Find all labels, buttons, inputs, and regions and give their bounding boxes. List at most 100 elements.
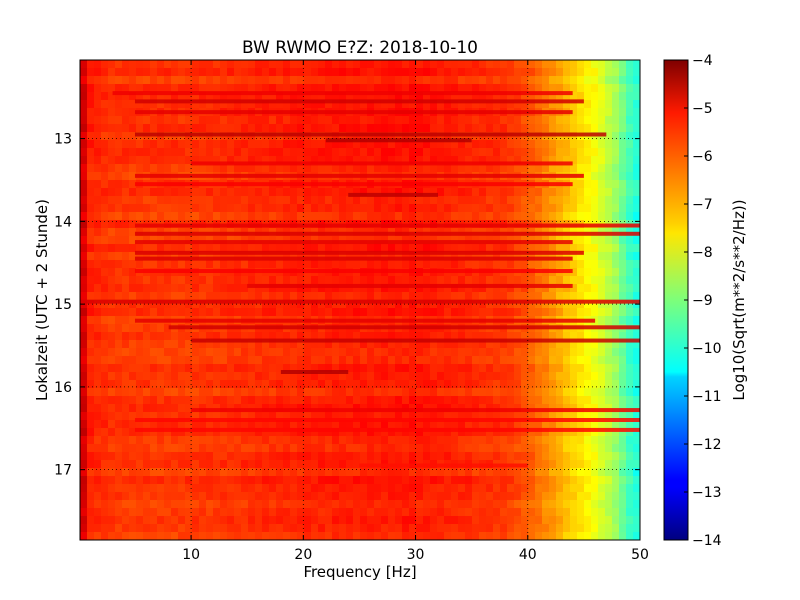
y-tick-label: 14 (54, 214, 72, 230)
heatmap-cell (269, 452, 277, 461)
heatmap-cell (339, 476, 347, 485)
heatmap-cell (136, 76, 144, 85)
heatmap-cell (136, 436, 144, 445)
heatmap-cell (591, 244, 599, 253)
heatmap-cell (332, 164, 340, 173)
heatmap (80, 60, 640, 540)
heatmap-cell (584, 428, 592, 437)
heatmap-cell (94, 420, 102, 429)
heatmap-cell (129, 84, 137, 93)
heatmap-cell (549, 204, 557, 213)
heatmap-cell (619, 476, 627, 485)
heatmap-cell (360, 420, 368, 429)
heatmap-cell (101, 156, 109, 165)
heatmap-cell (598, 420, 606, 429)
heatmap-cell (346, 508, 354, 517)
heatmap-cell (262, 508, 270, 517)
heatmap-cell (416, 60, 424, 69)
heatmap-cell (241, 76, 249, 85)
heatmap-cell (619, 236, 627, 245)
heatmap-cell (339, 244, 347, 253)
heatmap-cell (115, 220, 123, 229)
heatmap-cell (325, 444, 333, 453)
heatmap-cell (325, 476, 333, 485)
heatmap-cell (192, 164, 200, 173)
heatmap-cell (150, 348, 158, 357)
heatmap-cell (101, 204, 109, 213)
heatmap-cell (283, 444, 291, 453)
heatmap-cell (374, 68, 382, 77)
heatmap-cell (472, 468, 480, 477)
heatmap-cell (304, 276, 312, 285)
heatmap-cell (108, 92, 116, 101)
heatmap-cell (206, 124, 214, 133)
heatmap-cell (143, 508, 151, 517)
heatmap-cell (549, 196, 557, 205)
heatmap-cell (423, 252, 431, 261)
heatmap-cell (255, 300, 263, 309)
heatmap-cell (332, 500, 340, 509)
heatmap-cell (87, 524, 95, 533)
heatmap-cell (276, 476, 284, 485)
heatmap-cell (332, 412, 340, 421)
heatmap-cell (605, 500, 613, 509)
heatmap-cell (465, 444, 473, 453)
heatmap-cell (521, 372, 529, 381)
heatmap-cell (423, 500, 431, 509)
heatmap-cell (374, 244, 382, 253)
colorbar-tick-label: −9 (692, 293, 713, 309)
heatmap-cell (122, 500, 130, 509)
heatmap-cell (437, 380, 445, 389)
heatmap-cell (206, 140, 214, 149)
heatmap-cell (507, 412, 515, 421)
heatmap-cell (283, 476, 291, 485)
heatmap-cell (325, 340, 333, 349)
heatmap-cell (619, 108, 627, 117)
heatmap-cell (157, 524, 165, 533)
heatmap-cell (374, 372, 382, 381)
heatmap-cell (115, 260, 123, 269)
heatmap-cell (395, 516, 403, 525)
heatmap-cell (626, 388, 634, 397)
heatmap-cell (605, 100, 613, 109)
heatmap-cell (598, 436, 606, 445)
heatmap-cell (213, 412, 221, 421)
heatmap-cell (577, 332, 585, 341)
heatmap-cell (101, 332, 109, 341)
heatmap-cell (402, 284, 410, 293)
heatmap-cell (248, 292, 256, 301)
heatmap-cell (500, 156, 508, 165)
heatmap-cell (402, 196, 410, 205)
heatmap-cell (248, 300, 256, 309)
heatmap-cell (528, 140, 536, 149)
heatmap-cell (136, 60, 144, 69)
heatmap-cell (311, 68, 319, 77)
heatmap-cell (199, 196, 207, 205)
heatmap-cell (549, 148, 557, 157)
heatmap-cell (549, 308, 557, 317)
heatmap-cell (304, 468, 312, 477)
heatmap-cell (122, 404, 130, 413)
heatmap-cell (115, 156, 123, 165)
heatmap-cell (626, 124, 634, 133)
heatmap-cell (493, 68, 501, 77)
heatmap-cell (591, 428, 599, 437)
heatmap-cell (493, 84, 501, 93)
heatmap-cell (227, 380, 235, 389)
heatmap-cell (101, 316, 109, 325)
heatmap-cell (514, 156, 522, 165)
heatmap-cell (325, 492, 333, 501)
heatmap-cell (605, 108, 613, 117)
heatmap-cell (388, 436, 396, 445)
heatmap-cell (521, 260, 529, 269)
heatmap-cell (164, 212, 172, 221)
heatmap-cell (458, 284, 466, 293)
heatmap-cell (605, 492, 613, 501)
heatmap-cell (87, 324, 95, 333)
heatmap-cell (353, 452, 361, 461)
heatmap-cell (115, 284, 123, 293)
heatmap-cell (178, 60, 186, 69)
heatmap-cell (570, 252, 578, 261)
heatmap-cell (542, 532, 550, 540)
